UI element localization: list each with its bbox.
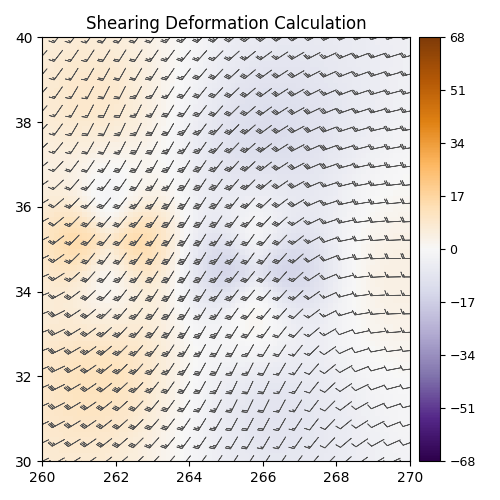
Title: Shearing Deformation Calculation: Shearing Deformation Calculation xyxy=(86,15,366,33)
